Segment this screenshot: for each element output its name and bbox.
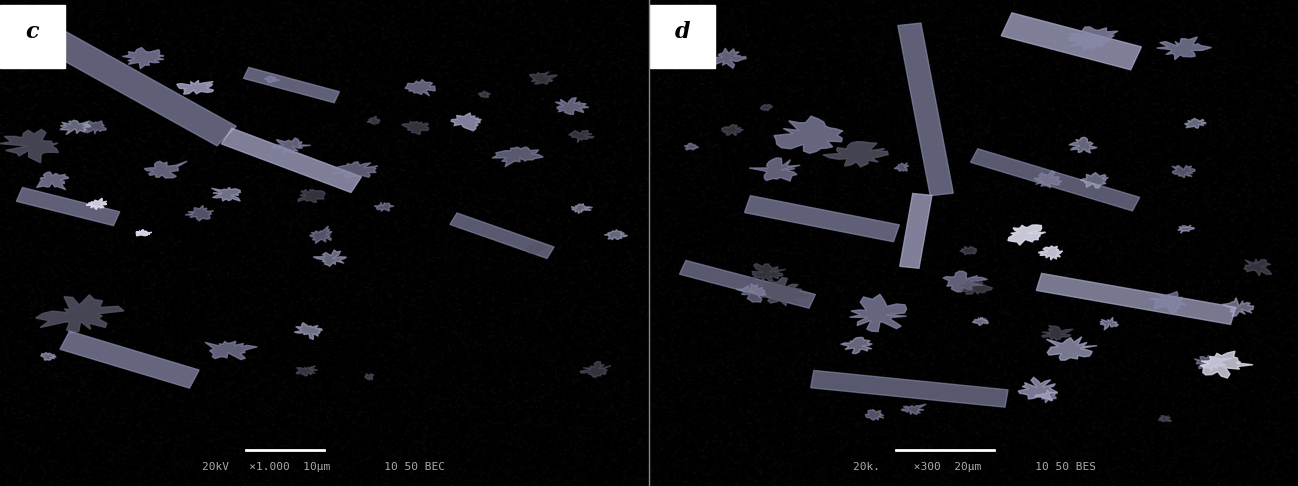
Polygon shape <box>1038 246 1063 260</box>
Polygon shape <box>571 204 592 213</box>
Polygon shape <box>774 116 842 153</box>
Polygon shape <box>450 213 554 259</box>
Polygon shape <box>866 410 884 420</box>
Polygon shape <box>177 80 214 94</box>
Polygon shape <box>722 124 744 135</box>
Polygon shape <box>1035 390 1058 403</box>
Polygon shape <box>35 295 123 333</box>
Polygon shape <box>736 284 766 302</box>
Polygon shape <box>205 341 257 360</box>
Polygon shape <box>684 143 698 150</box>
Polygon shape <box>367 116 380 124</box>
Polygon shape <box>1150 292 1186 313</box>
Polygon shape <box>144 161 187 178</box>
Polygon shape <box>86 198 106 209</box>
Polygon shape <box>971 149 1140 211</box>
Polygon shape <box>1068 27 1118 50</box>
Polygon shape <box>365 374 374 380</box>
Polygon shape <box>1221 297 1254 316</box>
Polygon shape <box>524 243 548 254</box>
Polygon shape <box>1099 317 1119 330</box>
Polygon shape <box>959 246 976 255</box>
Polygon shape <box>136 229 152 236</box>
Polygon shape <box>749 263 785 281</box>
Polygon shape <box>296 366 318 376</box>
Polygon shape <box>1158 416 1171 422</box>
Polygon shape <box>605 230 628 240</box>
FancyBboxPatch shape <box>0 5 65 68</box>
Polygon shape <box>295 323 323 340</box>
Polygon shape <box>761 104 772 111</box>
Polygon shape <box>811 370 1009 407</box>
Polygon shape <box>900 193 932 268</box>
Polygon shape <box>1009 225 1046 245</box>
Text: 20k.     ×300  20μm        10 50 BES: 20k. ×300 20μm 10 50 BES <box>853 462 1096 471</box>
Polygon shape <box>0 129 58 163</box>
Polygon shape <box>1172 166 1195 178</box>
Polygon shape <box>1157 37 1211 60</box>
Polygon shape <box>530 72 558 84</box>
Text: 20kV   ×1.000  10μm        10 50 BEC: 20kV ×1.000 10μm 10 50 BEC <box>202 462 445 471</box>
Polygon shape <box>331 162 378 177</box>
Polygon shape <box>942 271 988 292</box>
Polygon shape <box>1018 377 1058 400</box>
Polygon shape <box>374 202 395 211</box>
Polygon shape <box>122 48 164 69</box>
Polygon shape <box>313 250 347 266</box>
Polygon shape <box>186 206 213 221</box>
Polygon shape <box>709 48 746 69</box>
Polygon shape <box>212 188 240 201</box>
Polygon shape <box>1243 259 1272 276</box>
Polygon shape <box>901 404 927 415</box>
Polygon shape <box>17 188 119 226</box>
Polygon shape <box>679 260 815 308</box>
Polygon shape <box>1201 351 1253 378</box>
Polygon shape <box>1177 226 1194 233</box>
Polygon shape <box>850 294 906 331</box>
Polygon shape <box>1035 171 1062 188</box>
Polygon shape <box>580 362 611 378</box>
Polygon shape <box>83 121 106 134</box>
Polygon shape <box>569 130 594 143</box>
Polygon shape <box>1068 138 1097 153</box>
Polygon shape <box>60 331 199 388</box>
Polygon shape <box>841 337 872 354</box>
Polygon shape <box>309 226 332 243</box>
Polygon shape <box>556 98 589 114</box>
Polygon shape <box>270 138 310 154</box>
Polygon shape <box>745 196 900 242</box>
Polygon shape <box>60 120 91 135</box>
Polygon shape <box>749 158 800 181</box>
Polygon shape <box>1194 356 1232 371</box>
Polygon shape <box>36 172 69 190</box>
Polygon shape <box>1001 13 1141 70</box>
Polygon shape <box>1046 337 1097 360</box>
Polygon shape <box>405 79 435 96</box>
Polygon shape <box>1080 173 1108 188</box>
Polygon shape <box>40 353 56 360</box>
Text: c: c <box>26 20 39 43</box>
Polygon shape <box>1185 119 1206 128</box>
Polygon shape <box>299 189 326 202</box>
Polygon shape <box>478 91 491 98</box>
Polygon shape <box>42 29 236 146</box>
Polygon shape <box>972 317 988 326</box>
Polygon shape <box>894 163 909 171</box>
Polygon shape <box>222 128 361 192</box>
Polygon shape <box>1041 326 1073 340</box>
Text: d: d <box>675 20 691 43</box>
Polygon shape <box>898 23 953 196</box>
Polygon shape <box>265 76 279 83</box>
Polygon shape <box>959 280 993 295</box>
Polygon shape <box>492 147 544 167</box>
Polygon shape <box>401 122 428 135</box>
Polygon shape <box>823 141 888 167</box>
FancyBboxPatch shape <box>650 5 715 68</box>
Polygon shape <box>452 113 482 131</box>
Polygon shape <box>757 278 809 306</box>
Polygon shape <box>244 68 339 103</box>
Polygon shape <box>1036 273 1236 325</box>
